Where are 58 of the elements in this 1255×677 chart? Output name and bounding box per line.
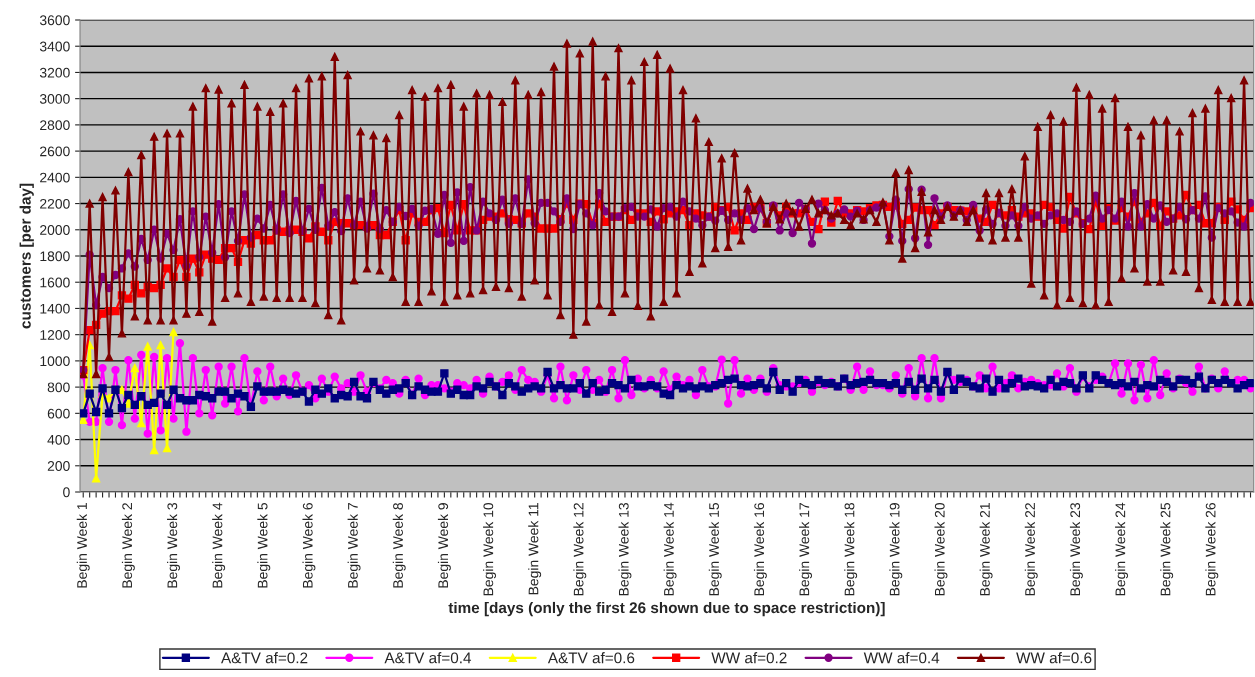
x-tick-label: Begin Week 8 (392, 503, 406, 588)
legend-label: A&TV af=0.4 (384, 652, 472, 664)
y-tick-label: 3200 (39, 67, 70, 78)
y-tick-label: 2400 (40, 172, 70, 183)
x-tick-label: Begin Week 26 (1205, 503, 1219, 596)
y-tick-label: 1800 (40, 251, 70, 262)
x-tick-label: Begin Week 16 (753, 503, 767, 596)
point (130, 363, 139, 373)
y-tick-label: 1600 (40, 277, 70, 288)
y-tick-label: 2200 (40, 198, 70, 209)
y-tick-label: 2000 (40, 225, 70, 235)
x-tick-label: Begin Week 1 (76, 503, 90, 588)
legend-label: WW af=0.4 (863, 652, 940, 664)
point (169, 327, 178, 337)
x-tick-label: Begin Week 24 (1115, 502, 1129, 596)
y-tick-label: 200 (47, 461, 70, 471)
y-tick-label: 3400 (39, 41, 70, 52)
y-tick-label: 800 (47, 382, 70, 393)
legend-label: WW af=0.2 (711, 652, 787, 664)
x-tick-label: Begin Week 14 (663, 502, 677, 596)
legend-label: A&TV af=0.2 (221, 652, 308, 664)
y-tick-label: 3600 (39, 15, 70, 26)
y-tick-label: 2600 (40, 146, 70, 157)
x-tick-label: Begin Week 19 (889, 503, 903, 596)
x-tick-label: Begin Week 13 (618, 503, 632, 596)
y-tick-label: 1200 (40, 330, 70, 340)
y-tick-label: 1400 (40, 303, 70, 314)
x-tick-label: Begin Week 5 (257, 503, 271, 588)
y-tick-label: 2800 (40, 120, 70, 131)
x-tick-label: Begin Week 6 (302, 503, 316, 588)
x-tick-label: Begin Week 4 (212, 502, 226, 588)
x-tick-label: Begin Week 20 (934, 502, 948, 596)
x-tick-label: Begin Week 7 (347, 503, 361, 588)
y-axis-title: customers [per day] (19, 183, 34, 329)
y-tick-label: 1000 (40, 356, 70, 367)
x-tick-label: Begin Week 25 (1160, 502, 1174, 596)
legend-label: WW af=0.6 (1016, 652, 1092, 664)
x-tick-label: Begin Week 11 (528, 503, 542, 595)
point (156, 340, 165, 350)
x-tick-label: Begin Week 2 (121, 503, 135, 588)
point (143, 342, 152, 351)
y-tick-label: 3000 (39, 94, 70, 104)
x-tick-label: Begin Week 18 (844, 503, 858, 596)
x-tick-label: Begin Week 21 (979, 503, 993, 596)
x-tick-label: Begin Week 15 (708, 502, 722, 596)
x-tick-label: Begin Week 22 (1024, 503, 1038, 596)
x-tick-label: Begin Week 23 (1069, 503, 1083, 596)
x-tick-label: Begin Week 3 (167, 503, 180, 588)
x-tick-label: Begin Week 10 (483, 502, 496, 596)
point (91, 474, 101, 483)
y-tick-label: 400 (47, 434, 70, 445)
legend-label: A&TV af=0.6 (547, 652, 635, 664)
x-tick-label: Begin Week 17 (799, 503, 812, 596)
y-tick-label: 600 (47, 408, 70, 419)
x-tick-label: Begin Week 12 (573, 503, 587, 596)
y-tick-label: 0 (63, 487, 70, 498)
x-axis-title: time [days (only the first 26 shown due to space restriction)] (448, 601, 885, 617)
x-tick-label: Begin Week 9 (437, 503, 451, 588)
